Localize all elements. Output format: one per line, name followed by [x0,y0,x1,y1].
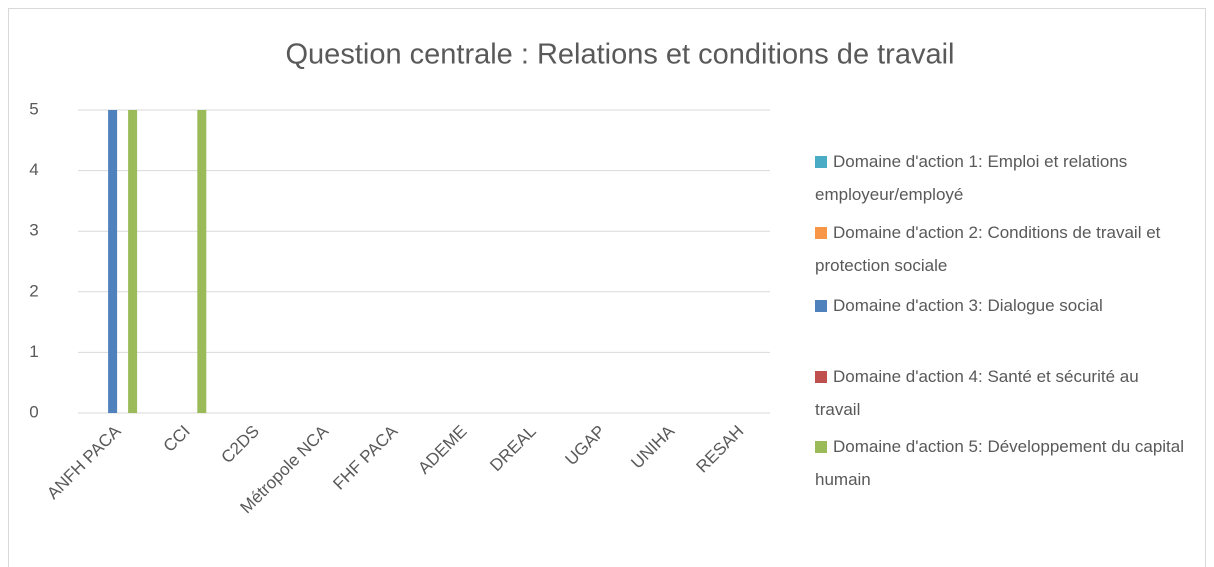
legend-item: Domaine d'action 3: Dialogue social [815,289,1185,322]
legend-swatch [815,441,827,453]
y-tick-label: 5 [29,99,38,118]
legend-label: Domaine d'action 5: Développement du cap… [815,437,1185,489]
bar [108,110,118,413]
legend-swatch [815,300,827,312]
x-tick-label: FHF PACA [329,421,401,493]
legend-item: Domaine d'action 1: Emploi et relations … [815,145,1185,211]
legend-swatch [815,227,827,239]
x-tick-label: CCI [160,422,194,456]
legend-swatch [815,156,827,168]
bar [128,110,138,413]
legend-label: Domaine d'action 4: Santé et sécurité au… [815,367,1139,419]
y-tick-label: 2 [29,281,38,300]
y-tick-label: 3 [29,221,38,240]
legend-item: Domaine d'action 2: Conditions de travai… [815,216,1185,282]
y-tick-label: 4 [29,160,38,179]
legend-label: Domaine d'action 3: Dialogue social [833,296,1103,315]
bar [197,110,207,413]
x-tick-label: DREAL [486,422,540,476]
x-tick-label: ANFH PACA [43,421,125,503]
x-tick-label: RESAH [693,422,748,477]
x-tick-label: UNIHA [627,421,678,472]
x-tick-label: UGAP [561,422,609,470]
legend-label: Domaine d'action 2: Conditions de travai… [815,223,1161,275]
chart-border [8,8,1206,567]
chart-title: Question centrale : Relations et conditi… [286,39,955,71]
y-tick-label: 0 [29,402,38,421]
x-tick-label: ADEME [414,422,470,478]
x-tick-label: C2DS [217,422,263,468]
legend-label: Domaine d'action 1: Emploi et relations … [815,152,1128,204]
legend-swatch [815,371,827,383]
y-tick-label: 1 [29,342,38,361]
legend-item: Domaine d'action 4: Santé et sécurité au… [815,360,1185,426]
legend-item: Domaine d'action 5: Développement du cap… [815,430,1185,496]
